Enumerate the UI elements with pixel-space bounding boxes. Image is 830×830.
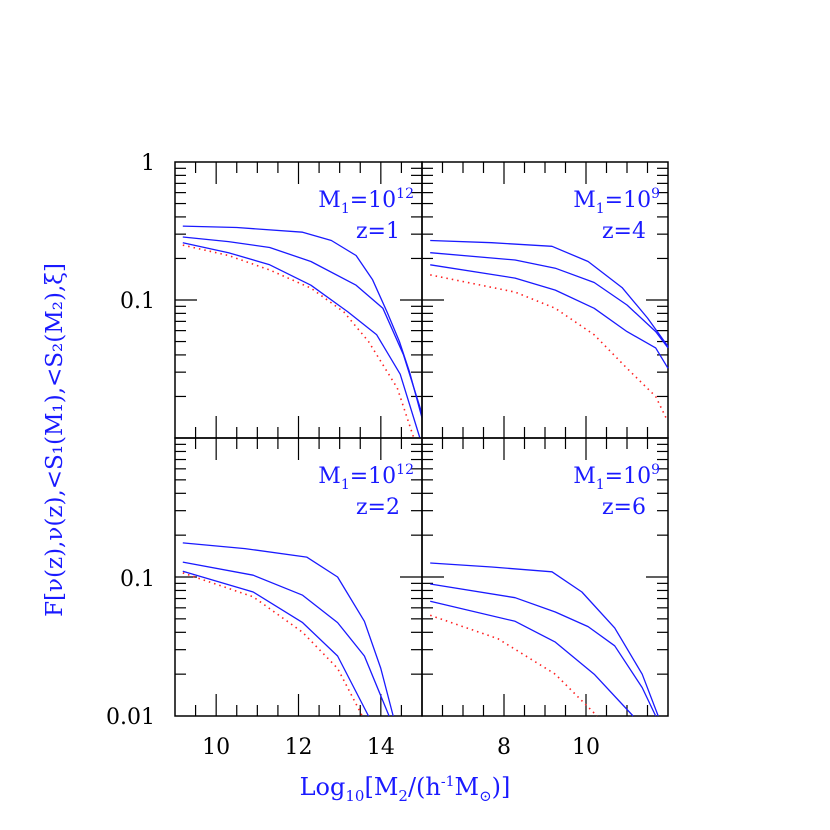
series-solid-line-1 xyxy=(430,239,669,347)
panel-mass-label-part: 1 xyxy=(341,201,350,217)
series-solid-line-3 xyxy=(430,264,669,369)
series-solid-line-3 xyxy=(182,570,370,717)
series-dotted-line xyxy=(182,244,415,439)
series-solid-line-2 xyxy=(182,561,390,717)
x-label-end: )] xyxy=(492,773,511,801)
panel-mass-label-part: 1 xyxy=(596,477,605,493)
series-dotted-line xyxy=(429,614,598,717)
panel-mass-label-part: M xyxy=(573,188,596,213)
panel-mass-label-part: M xyxy=(573,464,596,489)
x-tick-label: 10 xyxy=(572,735,600,760)
panel-mass-label-part: =10 xyxy=(350,464,396,489)
series-solid-line-3 xyxy=(430,600,634,717)
x-label-prefix: Log xyxy=(300,773,346,801)
x-label-sub2: 2 xyxy=(398,787,408,805)
x-label-sun: ⊙ xyxy=(479,787,492,805)
series-solid-line-1 xyxy=(182,225,423,418)
series-solid-line-2 xyxy=(182,236,423,414)
series-solid-line-2 xyxy=(430,583,657,717)
y-tick-label-0.1-top: 0.1 xyxy=(120,289,155,314)
series-solid-line-1 xyxy=(182,542,394,717)
panel-mass-label-part: 12 xyxy=(396,186,414,202)
panel-mass-label: M1=1012 xyxy=(318,462,414,493)
x-tick-label: 10 xyxy=(202,735,230,760)
panel-mass-label-part: =10 xyxy=(605,188,651,213)
y-tick-label-0.1-bottom: 0.1 xyxy=(120,567,155,592)
panel-mass-label: M1=109 xyxy=(573,186,660,217)
y-tick-label-0.01: 0.01 xyxy=(106,705,155,730)
panel-mass-label-part: M xyxy=(318,188,341,213)
panel-mass-label-part: 1 xyxy=(341,477,350,493)
panel-mass-label-part: 1 xyxy=(596,201,605,217)
series-solid-line-1 xyxy=(430,562,659,717)
x-label-m: M xyxy=(454,773,479,801)
x-label-sup: -1 xyxy=(441,774,455,790)
x-axis-label: Log10[M2/(h-1M⊙)] xyxy=(300,773,511,805)
series-dotted-line xyxy=(430,274,667,419)
panel-mass-label-part: M xyxy=(318,464,341,489)
x-label-mid: /(h xyxy=(408,773,441,801)
x-tick-label: 12 xyxy=(285,735,313,760)
panel-mass-label-part: 9 xyxy=(651,462,660,478)
panel-mass-label-part: =10 xyxy=(350,188,396,213)
x-tick-label: 14 xyxy=(367,735,395,760)
panel-redshift-label: z=2 xyxy=(356,495,400,520)
series-dotted-line xyxy=(182,572,364,717)
series-solid-line-2 xyxy=(430,252,669,349)
x-label-body: [M xyxy=(364,773,398,801)
panel-mass-label-part: 12 xyxy=(396,462,414,478)
panel-mass-label-part: 9 xyxy=(651,186,660,202)
x-label-sub: 10 xyxy=(345,787,364,805)
panel-redshift-label: z=6 xyxy=(602,495,646,520)
panel-mass-label: M1=1012 xyxy=(318,186,414,217)
panel-mass-label-part: =10 xyxy=(605,464,651,489)
panel-redshift-label: z=4 xyxy=(602,219,646,244)
panel-redshift-label: z=1 xyxy=(356,219,400,244)
y-axis-label: F[ν(z),ν(z),<S₁(M₁),<S₂(M₂),ξ] xyxy=(42,263,68,617)
series-solid-line-3 xyxy=(182,242,421,439)
x-tick-label: 8 xyxy=(497,735,511,760)
y-tick-label-1: 1 xyxy=(141,151,155,176)
panel-mass-label: M1=109 xyxy=(573,462,660,493)
